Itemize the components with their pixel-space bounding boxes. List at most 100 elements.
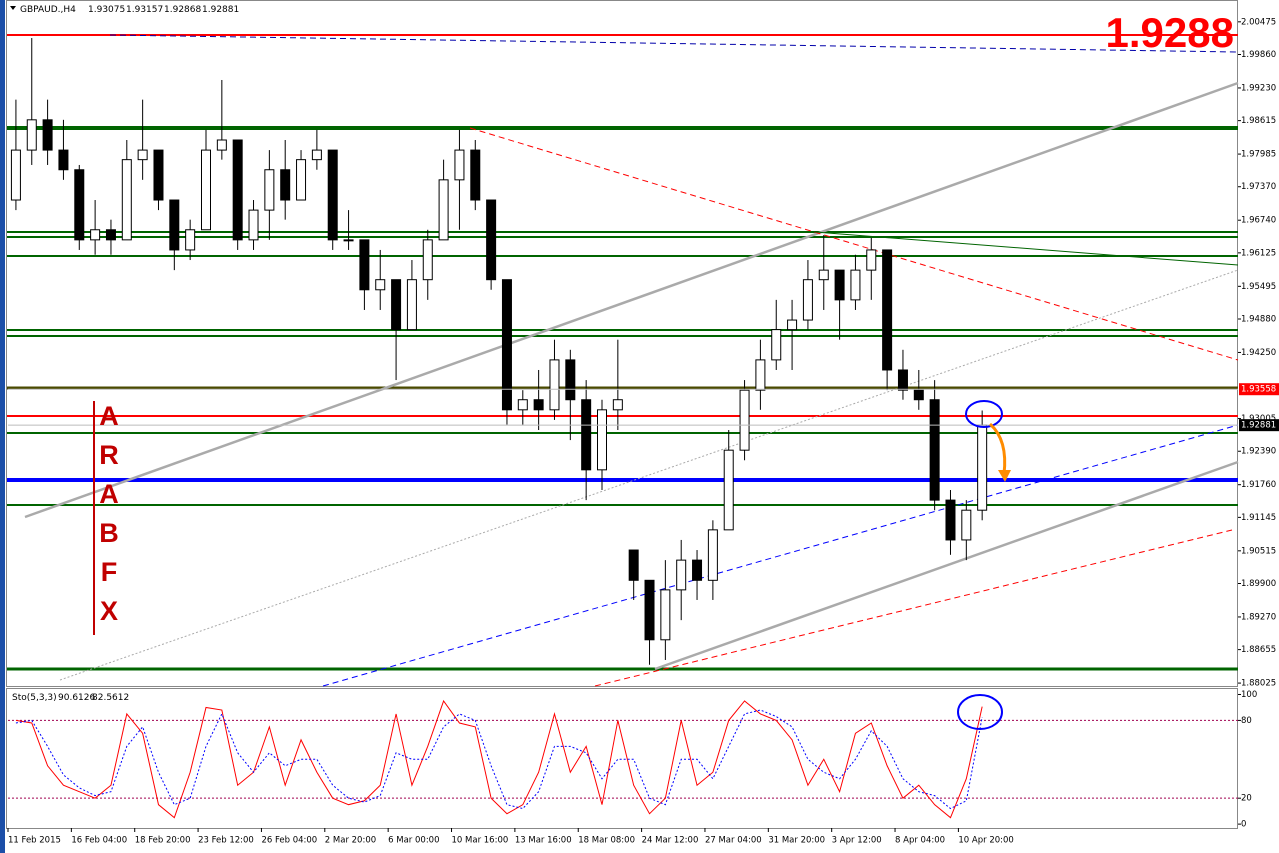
x-tick-label: 23 Feb 12:00: [198, 836, 254, 846]
levels: [7, 34, 1239, 687]
x-tick-label: 3 Apr 12:00: [832, 836, 882, 846]
candle-body: [850, 269, 861, 301]
y-tick-label: 1.96125: [1241, 248, 1276, 258]
candle-body: [10, 149, 21, 201]
trend-line: [322, 424, 1239, 687]
candle-body: [26, 119, 37, 151]
candle-body: [501, 279, 512, 411]
candle-body: [549, 359, 560, 411]
candle-body: [280, 169, 291, 201]
trend-line: [654, 460, 1239, 671]
candle-body: [74, 169, 85, 241]
candle-body: [42, 119, 53, 151]
candle-body: [660, 589, 671, 641]
candle-body: [882, 249, 893, 371]
x-tick-label: 10 Mar 16:00: [452, 836, 509, 846]
candle-body: [517, 399, 528, 411]
x-tick-label: 27 Mar 04:00: [705, 836, 762, 846]
candle-body: [454, 149, 465, 181]
y-tick-label: 1.88655: [1241, 645, 1276, 655]
candle-body: [787, 319, 798, 331]
y-tick-label: 2.00475: [1241, 17, 1276, 27]
y-tick-label: 1.89270: [1241, 612, 1276, 622]
candle-body: [296, 159, 307, 201]
marks: 2.00475 1.99860 1.99230 1.98615 1.97985 1.973…: [7, 17, 1279, 846]
candle-body: [185, 229, 196, 251]
candle-body: [438, 179, 449, 241]
candle-body: [565, 359, 576, 401]
y-tick-label: 20: [1241, 794, 1252, 804]
candle-body: [470, 149, 481, 201]
candle-body: [581, 399, 592, 471]
candle-body: [201, 149, 211, 231]
candle-body: [834, 269, 845, 301]
y-tick-label: 1.94880: [1241, 314, 1276, 324]
highlight-circle: [965, 400, 1003, 428]
bar-close: 1.92881: [202, 5, 239, 15]
candle-body: [153, 149, 164, 201]
y-tick-label: 1.99860: [1241, 50, 1276, 60]
candle-body: [644, 579, 655, 641]
sub-title: Sto(5,3,3) 90.6126 82.5612: [12, 693, 129, 703]
menu-arrow[interactable]: [10, 6, 16, 10]
y-tick-label: 1.99230: [1241, 83, 1276, 93]
candle-body: [802, 279, 813, 321]
candle-body: [359, 239, 370, 291]
stoch-line: [15, 699, 983, 819]
y-tick-label: 1.98615: [1241, 116, 1276, 126]
candle-body: [105, 229, 116, 241]
candle-body: [264, 169, 275, 211]
x-tick-label: 18 Mar 08:00: [578, 836, 635, 846]
x-tick-label: 6 Mar 00:00: [388, 836, 439, 846]
sub-frame: [6, 688, 1238, 829]
price-tag-label: 1.93558: [1241, 385, 1276, 395]
candle-body: [771, 329, 782, 361]
candle-body: [977, 424, 988, 511]
candle-body: [90, 229, 101, 241]
x-tick-label: 10 Apr 20:00: [958, 836, 1013, 846]
x-tick-label: 13 Mar 16:00: [515, 836, 572, 846]
candle-body: [406, 279, 417, 331]
arrow-head: [998, 470, 1011, 482]
candle-body: [375, 279, 386, 291]
x-tick-label: 11 Feb 2015: [8, 836, 61, 846]
candle-body: [232, 139, 243, 241]
candle-body: [866, 249, 877, 271]
candle-body: [612, 399, 623, 411]
trend-line: [24, 81, 1239, 519]
signal-value: 82.5612: [92, 693, 129, 703]
watermark: ARABFX: [94, 401, 124, 635]
candle-body: [676, 559, 687, 591]
y-tick-label: 1.93005: [1241, 414, 1276, 424]
candle-body: [597, 409, 607, 471]
candle-body: [929, 399, 940, 501]
indicator-name: Sto(5,3,3): [12, 693, 57, 703]
y-tick-label: 1.88025: [1241, 679, 1276, 689]
y-tick-label: 0: [1241, 820, 1246, 830]
y-tick-label: 1.92390: [1241, 447, 1276, 457]
x-tick-label: 2 Mar 20:00: [325, 836, 376, 846]
candle-body: [692, 559, 703, 581]
candle-body: [343, 239, 354, 242]
y-tick-label: 80: [1241, 716, 1252, 726]
candle-body: [739, 389, 750, 451]
candle-body: [486, 199, 497, 281]
arrow: [988, 422, 1007, 475]
candle-body: [897, 369, 908, 391]
candle-body: [707, 529, 718, 581]
candle-body: [169, 199, 180, 251]
highlight-circle: [957, 694, 1003, 730]
x-tick-label: 24 Mar 12:00: [642, 836, 699, 846]
side-bar: [0, 0, 5, 853]
candle-body: [216, 139, 227, 151]
candle-body: [628, 549, 639, 581]
x-tick-label: 26 Feb 04:00: [261, 836, 317, 846]
bar-open: 1.93075: [88, 5, 125, 15]
candle-body: [818, 269, 829, 281]
candle-body: [121, 159, 132, 241]
y-tick-label: 1.91145: [1241, 513, 1276, 523]
main-value: 90.6126: [58, 693, 95, 703]
y-tick-label: 1.96740: [1241, 216, 1276, 226]
